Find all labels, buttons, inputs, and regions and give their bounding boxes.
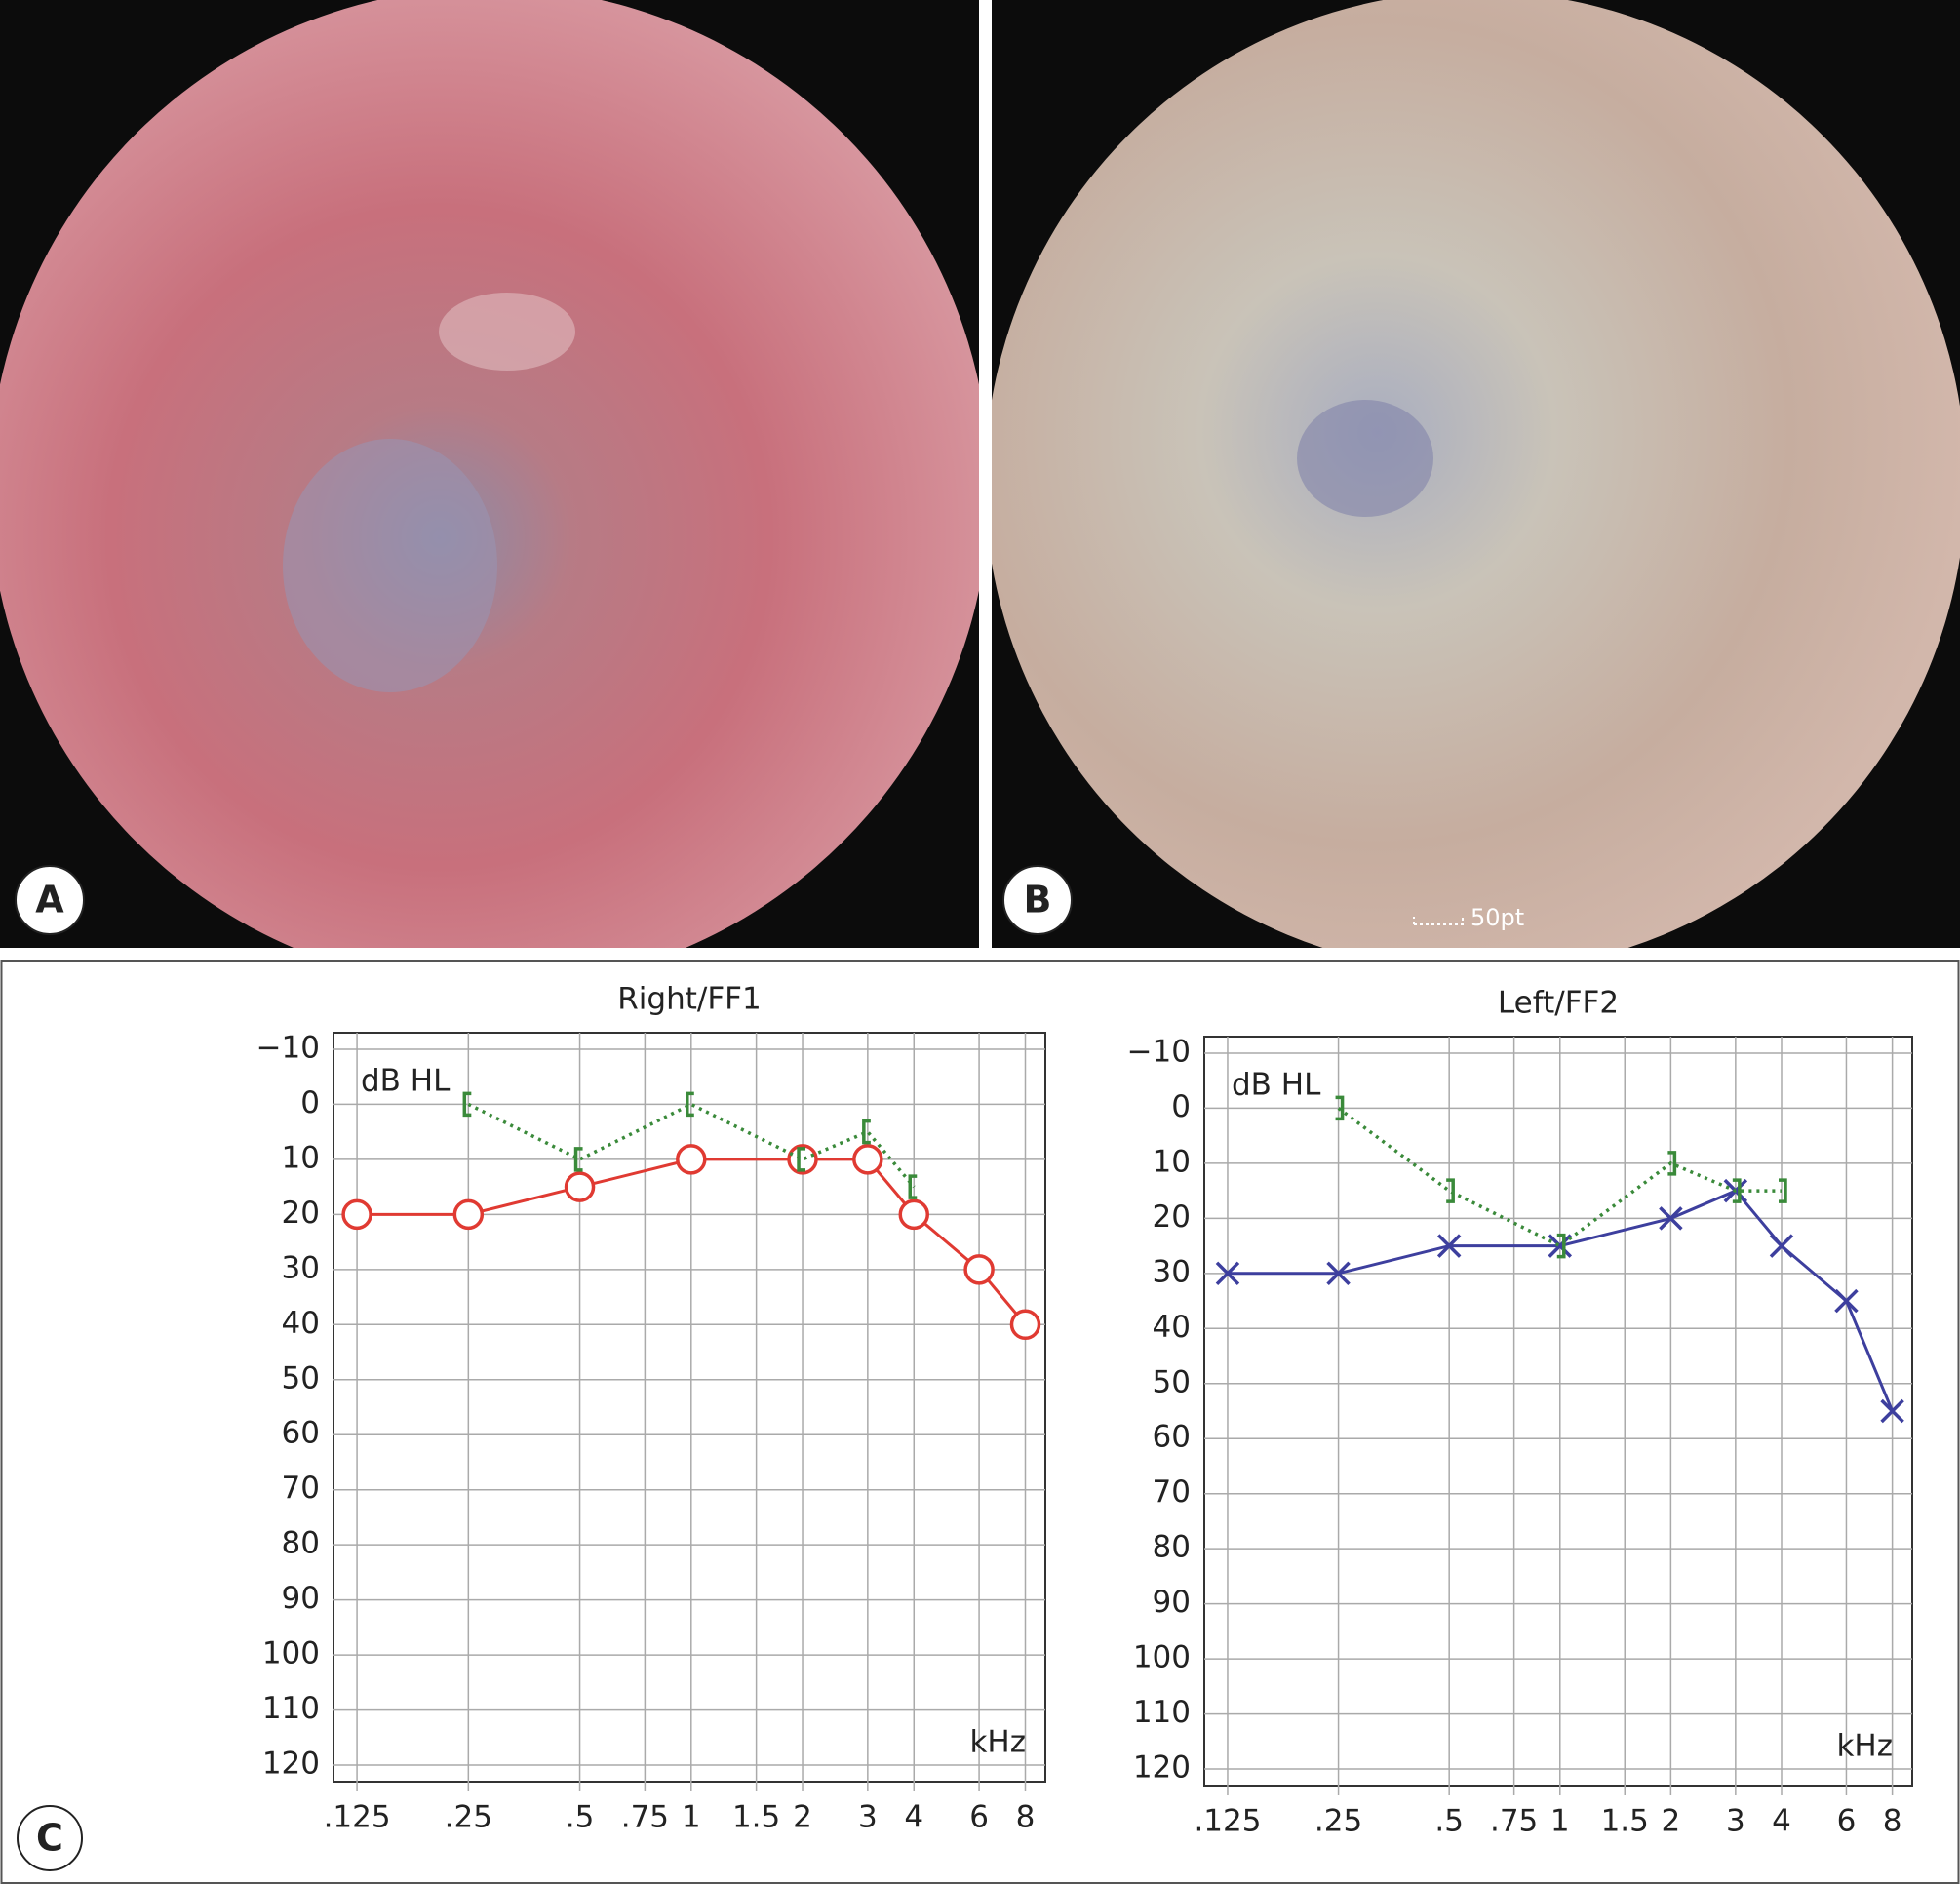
x-tick-label: 8 — [1016, 1800, 1036, 1835]
marker — [1446, 1178, 1455, 1203]
y-tick-label: 80 — [1153, 1530, 1191, 1565]
x-axis-label: kHz — [969, 1725, 1026, 1760]
photo-a: A — [0, 0, 979, 948]
marker — [1548, 1234, 1573, 1258]
marker — [797, 1147, 806, 1172]
x-tick-label: .5 — [1434, 1804, 1464, 1839]
scale-label: 50pt — [1470, 904, 1524, 931]
marker — [1667, 1151, 1677, 1176]
panel-label: C — [36, 1817, 63, 1860]
y-tick-label: 60 — [1153, 1420, 1191, 1455]
y-tick-label: 20 — [1153, 1199, 1191, 1235]
y-tick-label: 70 — [1153, 1474, 1191, 1510]
y-tick-label: 120 — [1133, 1750, 1191, 1786]
marker — [1215, 1261, 1240, 1286]
marker — [1009, 1309, 1041, 1341]
y-tick-label: 50 — [1153, 1364, 1191, 1399]
marker — [1326, 1261, 1351, 1286]
y-tick-label: −10 — [256, 1030, 320, 1065]
photo-b: B 50pt — [992, 0, 1960, 948]
marker — [1556, 1233, 1566, 1259]
x-tick-label: 1 — [682, 1800, 701, 1835]
series-line — [467, 1102, 916, 1189]
x-tick-label: 4 — [1772, 1804, 1791, 1839]
marker — [963, 1254, 995, 1285]
marker — [852, 1144, 883, 1175]
y-tick-label: 60 — [282, 1416, 320, 1451]
x-tick-label: 3 — [1726, 1804, 1745, 1839]
y-tick-label: 40 — [282, 1306, 320, 1341]
y-tick-label: 80 — [282, 1526, 320, 1561]
x-tick-label: 1.5 — [1601, 1804, 1649, 1839]
marker — [1779, 1178, 1787, 1203]
x-tick-label: 1.5 — [732, 1800, 780, 1835]
panel-label: B — [1024, 879, 1052, 922]
x-tick-label: 6 — [1837, 1804, 1857, 1839]
y-tick-label: −10 — [1127, 1034, 1191, 1069]
x-tick-label: .125 — [1194, 1804, 1261, 1839]
y-tick-label: 70 — [282, 1471, 320, 1506]
series-line — [1337, 1106, 1782, 1248]
x-tick-label: 2 — [793, 1800, 812, 1835]
x-tick-label: .5 — [566, 1800, 595, 1835]
chart-panel — [0, 960, 1960, 1884]
y-tick-label: 90 — [282, 1581, 320, 1616]
y-tick-label: 110 — [1133, 1695, 1191, 1730]
plot-area — [1203, 1036, 1913, 1787]
marker — [1335, 1095, 1345, 1121]
y-tick-label: 100 — [1133, 1640, 1191, 1675]
audiogram: −10 0 10 20 30 40 50 60 70 80 90 100 110 120.125 .25 .5… — [1127, 986, 1913, 1839]
marker — [898, 1198, 930, 1231]
marker — [1436, 1234, 1462, 1258]
x-tick-label: 2 — [1662, 1804, 1681, 1839]
y-tick-label: 0 — [1171, 1089, 1191, 1124]
marker — [1659, 1206, 1683, 1231]
y-tick-label: 10 — [282, 1140, 320, 1175]
marker — [452, 1198, 485, 1231]
x-tick-label: 8 — [1883, 1804, 1902, 1839]
x-axis-label: kHz — [1836, 1729, 1893, 1764]
marker — [573, 1147, 583, 1172]
marker — [676, 1144, 707, 1175]
x-tick-label: .25 — [445, 1800, 492, 1835]
y-tick-label: 10 — [1153, 1144, 1191, 1179]
y-tick-label: 120 — [262, 1747, 320, 1782]
chart-title: Left/FF2 — [1498, 986, 1619, 1021]
x-tick-label: 3 — [858, 1800, 878, 1835]
x-tick-label: .125 — [324, 1800, 391, 1835]
chart-title: Right/FF1 — [617, 982, 761, 1017]
y-tick-label: 100 — [262, 1636, 320, 1671]
y-tick-label: 30 — [1153, 1254, 1191, 1289]
x-tick-label: 4 — [904, 1800, 923, 1835]
y-tick-label: 90 — [1153, 1585, 1191, 1620]
y-tick-label: 20 — [282, 1196, 320, 1231]
marker — [787, 1144, 818, 1175]
marker — [462, 1091, 472, 1118]
marker — [1834, 1288, 1859, 1314]
x-tick-label: .75 — [1490, 1804, 1538, 1839]
marker — [1769, 1234, 1794, 1258]
y-axis-label: dB HL — [1232, 1068, 1321, 1103]
y-tick-label: 40 — [1153, 1310, 1191, 1345]
marker — [341, 1198, 372, 1231]
marker — [908, 1174, 918, 1199]
marker — [686, 1091, 694, 1118]
y-tick-label: 30 — [282, 1250, 320, 1285]
marker — [1880, 1398, 1904, 1424]
panel-label-badge — [17, 1805, 83, 1871]
x-tick-label: .25 — [1314, 1804, 1362, 1839]
x-tick-label: 6 — [969, 1800, 989, 1835]
y-tick-label: 0 — [300, 1085, 320, 1120]
x-tick-label: .75 — [621, 1800, 669, 1835]
y-tick-label: 110 — [262, 1691, 320, 1726]
x-tick-label: 1 — [1550, 1804, 1570, 1839]
audiogram: −10 0 10 20 30 40 50 60 70 80 90 100 110 120.125 .25 .5… — [256, 982, 1046, 1835]
y-tick-label: 50 — [282, 1360, 320, 1395]
y-axis-label: dB HL — [361, 1064, 451, 1099]
marker — [862, 1119, 871, 1145]
marker — [564, 1171, 596, 1202]
panel-label: A — [35, 879, 64, 922]
marker — [1732, 1178, 1742, 1203]
